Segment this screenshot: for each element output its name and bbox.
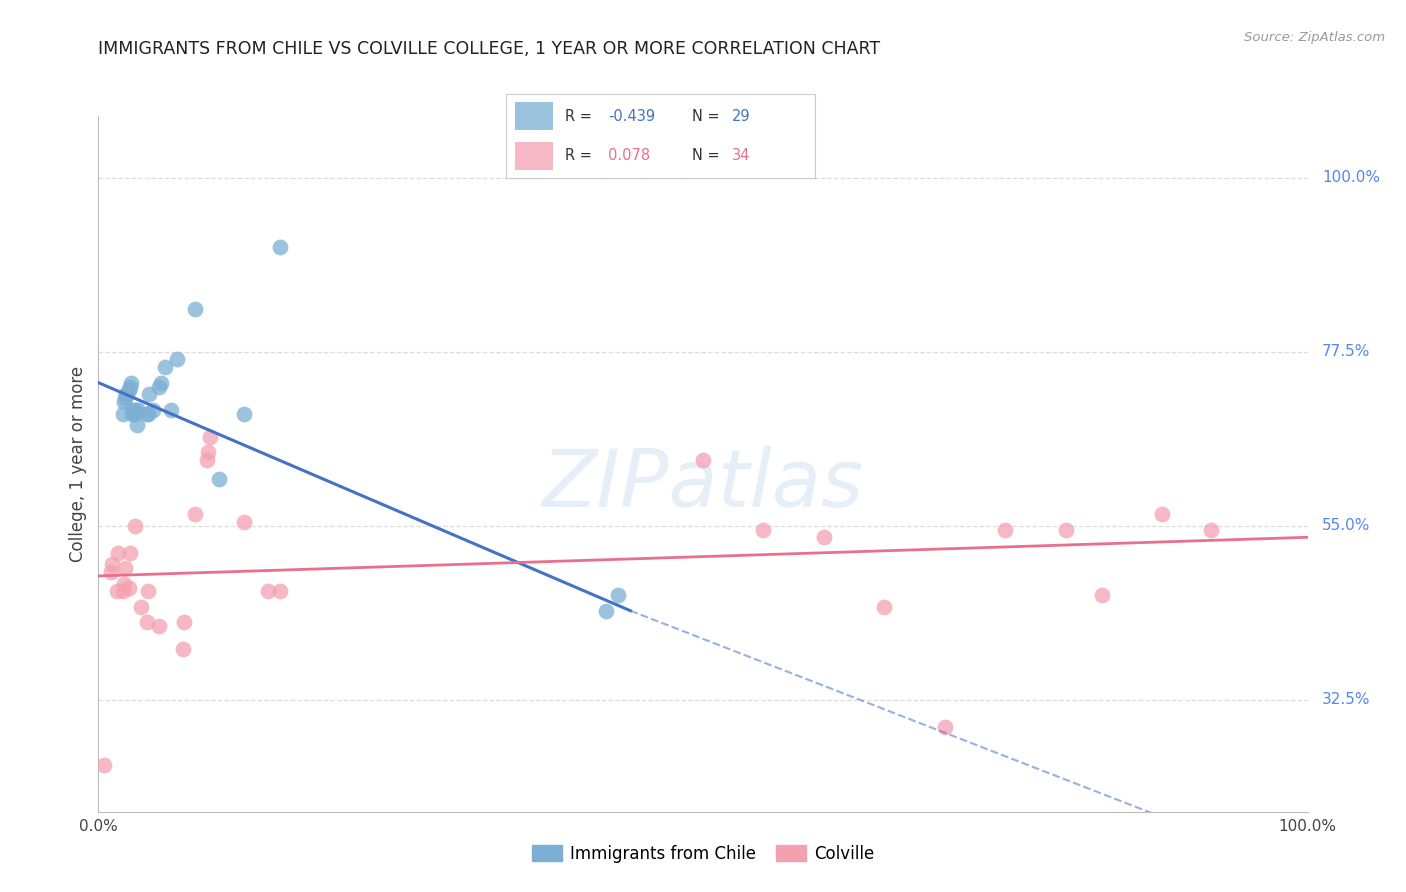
Point — [120, 376, 142, 390]
Point — [148, 379, 170, 393]
Point — [184, 507, 207, 521]
Point — [160, 402, 183, 417]
Text: N =: N = — [692, 148, 724, 163]
Text: R =: R = — [565, 109, 596, 124]
Point — [208, 472, 231, 486]
Point — [195, 453, 218, 467]
Point — [232, 407, 254, 421]
Point — [129, 599, 152, 614]
Point — [1054, 523, 1077, 537]
Point — [112, 576, 135, 591]
Point — [114, 391, 136, 405]
Point — [118, 581, 141, 595]
Text: Source: ZipAtlas.com: Source: ZipAtlas.com — [1244, 31, 1385, 45]
Point — [197, 445, 219, 459]
Text: ZIPatlas: ZIPatlas — [541, 446, 865, 524]
Point — [595, 604, 617, 618]
Point — [150, 376, 173, 390]
Point — [136, 584, 159, 599]
Text: 34: 34 — [733, 148, 751, 163]
Point — [198, 430, 221, 444]
Point — [111, 584, 134, 599]
Text: 0.078: 0.078 — [609, 148, 651, 163]
Point — [752, 523, 775, 537]
Point — [114, 561, 136, 575]
Point — [124, 407, 146, 421]
Point — [127, 418, 149, 433]
Point — [118, 384, 141, 398]
Text: N =: N = — [692, 109, 724, 124]
Point — [125, 402, 148, 417]
Point — [607, 588, 630, 602]
Bar — [516, 142, 553, 169]
Point — [135, 615, 157, 630]
Text: -0.439: -0.439 — [609, 109, 655, 124]
Point — [107, 546, 129, 560]
Point — [136, 407, 159, 421]
Point — [100, 558, 122, 572]
Point — [172, 642, 194, 657]
Point — [173, 615, 195, 630]
Point — [148, 619, 170, 633]
Point — [813, 530, 835, 544]
Point — [1091, 588, 1114, 602]
Point — [184, 302, 207, 317]
Text: 55.0%: 55.0% — [1322, 518, 1371, 533]
Text: R =: R = — [565, 148, 600, 163]
Point — [269, 240, 291, 254]
Point — [100, 565, 122, 579]
Point — [112, 395, 135, 409]
Text: IMMIGRANTS FROM CHILE VS COLVILLE COLLEGE, 1 YEAR OR MORE CORRELATION CHART: IMMIGRANTS FROM CHILE VS COLVILLE COLLEG… — [98, 40, 880, 58]
Point — [127, 402, 149, 417]
Point — [994, 523, 1017, 537]
Text: 32.5%: 32.5% — [1322, 692, 1371, 707]
Point — [118, 546, 141, 560]
Point — [1152, 507, 1174, 521]
Point — [122, 402, 145, 417]
Point — [142, 402, 165, 417]
Point — [117, 387, 139, 401]
Bar — [516, 103, 553, 130]
Point — [111, 407, 134, 421]
Point — [873, 599, 896, 614]
Legend: Immigrants from Chile, Colville: Immigrants from Chile, Colville — [524, 838, 882, 870]
Point — [692, 453, 714, 467]
Point — [124, 518, 146, 533]
Point — [105, 584, 128, 599]
Point — [138, 387, 160, 401]
Point — [153, 360, 176, 375]
Y-axis label: College, 1 year or more: College, 1 year or more — [69, 366, 87, 562]
Point — [118, 379, 141, 393]
Text: 100.0%: 100.0% — [1322, 170, 1381, 186]
Text: 29: 29 — [733, 109, 751, 124]
Point — [1199, 523, 1222, 537]
Point — [269, 584, 291, 599]
Point — [135, 407, 157, 421]
Point — [166, 352, 188, 367]
Point — [115, 387, 138, 401]
Point — [93, 758, 115, 772]
Text: 77.5%: 77.5% — [1322, 344, 1371, 359]
Point — [121, 407, 143, 421]
Point — [232, 515, 254, 529]
Point — [934, 720, 956, 734]
Point — [256, 584, 278, 599]
